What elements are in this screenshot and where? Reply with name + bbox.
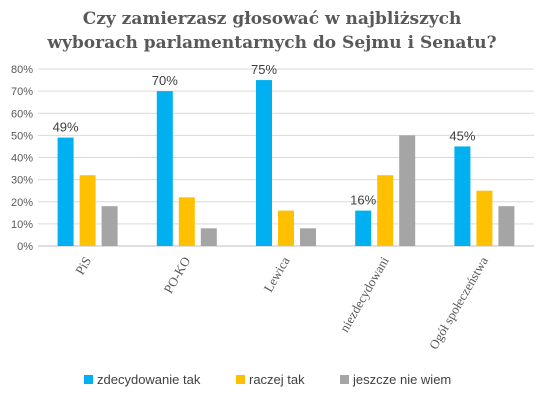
category-label: PO-KO <box>161 254 194 296</box>
y-axis-ticks: 0% 10% 20% 30% 40% 50% 60% 70% 80% <box>11 64 33 253</box>
legend-swatch <box>236 375 245 384</box>
data-label: 75% <box>251 62 277 77</box>
y-tick-label: 20% <box>11 197 33 209</box>
legend-swatch <box>340 375 349 384</box>
bar <box>200 228 217 246</box>
category-label: Lewica <box>260 254 292 295</box>
bar <box>256 80 272 246</box>
bar <box>454 146 471 246</box>
chart-title-line-2: wyborach parlamentarnych do Sejmu i Sena… <box>46 33 496 53</box>
bar <box>156 91 173 246</box>
bars <box>57 80 515 246</box>
bar <box>101 206 118 246</box>
legend-swatch <box>84 375 93 384</box>
bar <box>355 210 372 246</box>
y-tick-label: 70% <box>11 86 33 98</box>
bar <box>57 137 74 246</box>
y-tick-label: 0% <box>17 241 33 253</box>
data-labels: 49% 70% 75% 16% 45% <box>53 62 476 208</box>
x-axis-categories: PiS PO-KO Lewica niezdecydowani Ogół społecz… <box>72 254 491 352</box>
bar <box>300 228 316 246</box>
bar <box>498 206 515 246</box>
y-tick-label: 40% <box>11 153 33 165</box>
bar <box>377 175 394 246</box>
bar <box>79 175 96 246</box>
category-label: PiS <box>72 254 94 277</box>
legend-label: raczej tak <box>249 372 305 387</box>
data-label: 49% <box>53 120 79 135</box>
legend: zdecydowanie tak raczej tak jeszcze nie wi… <box>84 372 451 387</box>
data-label: 70% <box>152 73 178 88</box>
bar <box>476 190 493 246</box>
category-label: niezdecydowani <box>337 254 392 335</box>
bar <box>178 197 195 246</box>
data-label: 45% <box>449 128 475 143</box>
legend-label: zdecydowanie tak <box>97 372 201 387</box>
bar <box>399 135 416 246</box>
y-tick-label: 10% <box>11 219 33 231</box>
legend-label: jeszcze nie wiem <box>352 372 451 387</box>
y-tick-label: 50% <box>11 130 33 142</box>
chart-title-line-1: Czy zamierzasz głosować w najbliższych <box>83 9 462 29</box>
data-label: 16% <box>350 193 376 208</box>
y-tick-label: 80% <box>11 64 33 76</box>
y-tick-label: 30% <box>11 175 33 187</box>
category-label: Ogół społeczeństwa <box>426 254 491 352</box>
bar <box>278 210 294 246</box>
y-tick-label: 60% <box>11 108 33 120</box>
